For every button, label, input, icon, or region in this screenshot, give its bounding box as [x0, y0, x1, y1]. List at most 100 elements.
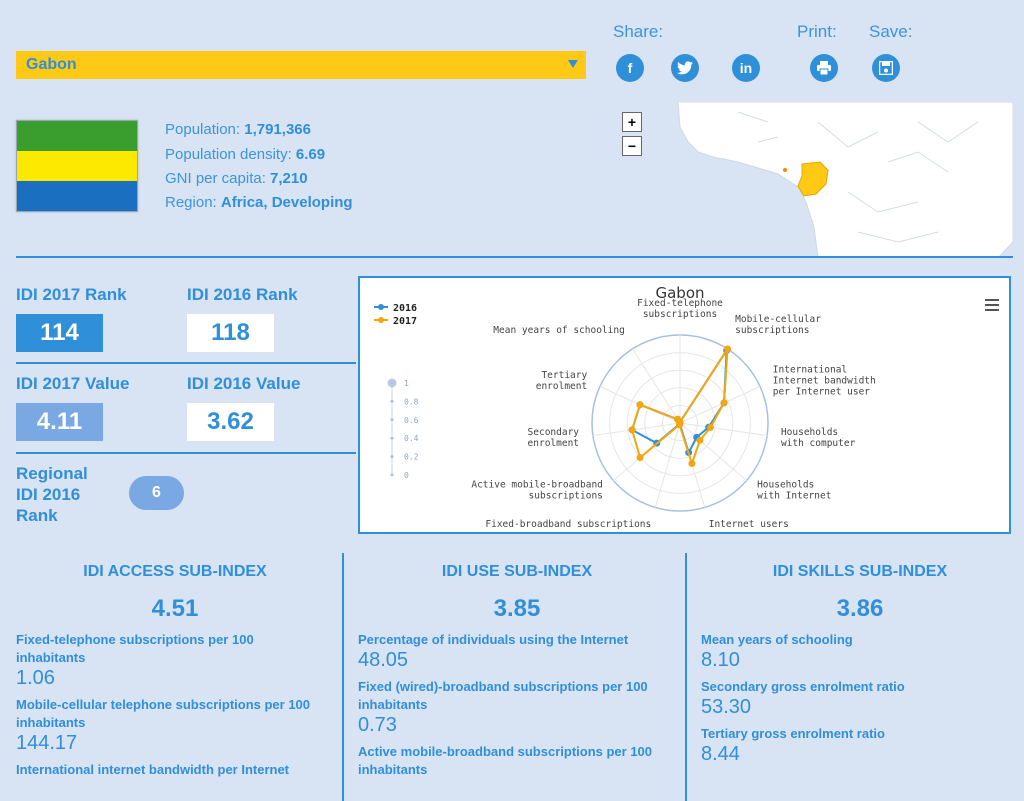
- map-zoom-in-button[interactable]: +: [622, 112, 642, 132]
- indicator-value: 8.44: [701, 743, 740, 765]
- save-icon: [879, 61, 893, 75]
- sub-index-value: 3.86: [836, 595, 884, 622]
- radar-axis-label: Internet bandwidth: [773, 376, 876, 387]
- radar-axis-label: Internet users: [709, 519, 789, 530]
- radar-axis-label: with computer: [781, 438, 856, 449]
- idi-2016-value-label: IDI 2016 Value: [187, 374, 301, 393]
- radar-axis-label: Fixed-broadband subscriptions: [485, 519, 651, 530]
- idi-2017-rank-label: IDI 2017 Rank: [16, 285, 127, 304]
- gni-stat: GNI per capita: 7,210: [165, 170, 308, 187]
- share-label: Share:: [613, 22, 664, 41]
- indicator-label: Active mobile-broadband subscriptions pe…: [358, 744, 653, 777]
- sub-index-divider-2: [685, 553, 687, 801]
- indicator-value: 48.05: [358, 649, 409, 671]
- twitter-icon: [677, 61, 693, 75]
- sub-index-divider-1: [342, 553, 344, 801]
- radial-tick-label: 1: [404, 379, 409, 388]
- radar-axis-label: Fixed-telephone: [637, 298, 723, 309]
- indicator-label: Secondary gross enrolment ratio: [701, 679, 905, 694]
- flag-stripe-blue: [17, 180, 137, 211]
- radial-tick-label: 0.4: [404, 434, 419, 443]
- population-stat: Population: 1,791,366: [165, 121, 311, 138]
- indicator-value: 144.17: [16, 732, 78, 754]
- indicator-label: Tertiary gross enrolment ratio: [701, 726, 885, 741]
- radial-scale-tick: [390, 399, 394, 403]
- radar-spoke: [679, 385, 761, 424]
- legend-marker: [378, 304, 384, 310]
- indicator-value: 0.73: [358, 714, 397, 736]
- series-2017-point: [628, 426, 636, 434]
- save-button[interactable]: [872, 54, 900, 82]
- radial-tick-label: 0.2: [404, 453, 419, 462]
- hamburger-menu-icon[interactable]: [985, 298, 999, 316]
- idi-divider-2: [16, 452, 356, 454]
- radar-axis-label: Tertiary: [541, 370, 587, 381]
- flag-stripe-green: [17, 121, 137, 151]
- idi-2016-rank-value: 118: [187, 314, 274, 352]
- section-divider: [16, 256, 1013, 258]
- legend-marker: [378, 317, 384, 323]
- save-label: Save:: [869, 22, 913, 41]
- flag-stripe-yellow: [17, 150, 137, 181]
- map-zoom-out-button[interactable]: −: [622, 136, 642, 156]
- radial-tick-label: 0.6: [404, 416, 419, 425]
- sub-index-title: IDI ACCESS SUB-INDEX: [83, 563, 267, 580]
- radial-tick-label: 0: [404, 471, 409, 480]
- access-sub-index: IDI ACCESS SUB-INDEX 4.51 Fixed-telephone …: [16, 563, 334, 779]
- radar-axis-label: enrolment: [528, 438, 579, 449]
- facebook-share-button[interactable]: f: [616, 54, 644, 82]
- idi-divider-1: [16, 362, 356, 364]
- indicator-label: Mobile-cellular telephone subscriptions …: [16, 697, 311, 730]
- series-2017-line: [631, 345, 729, 467]
- country-map[interactable]: + −: [618, 102, 1013, 258]
- series-2017-point: [676, 421, 684, 429]
- africa-map-shape: [677, 102, 1013, 258]
- regional-rank-badge: 6: [129, 476, 184, 510]
- twitter-share-button[interactable]: [671, 54, 699, 82]
- radar-axis-label: Secondary: [528, 427, 580, 438]
- radial-scale-tick: [390, 436, 394, 440]
- idi-2017-value-label: IDI 2017 Value: [16, 374, 130, 393]
- radar-spoke: [679, 422, 747, 482]
- use-sub-index: IDI USE SUB-INDEX 3.85 Percentage of indiv…: [358, 563, 676, 779]
- radar-spoke: [632, 348, 681, 424]
- indicator-label: Mean years of schooling: [701, 632, 853, 647]
- series-2017-point: [696, 436, 704, 444]
- series-2017-point: [636, 401, 644, 409]
- indicator-value: 53.30: [701, 696, 752, 718]
- series-2017-point: [724, 345, 732, 353]
- indicator-label: Fixed (wired)-broadband subscriptions pe…: [358, 679, 648, 712]
- radar-chart: Gabon Fixed-telephone subscriptions Mobile-…: [358, 276, 1011, 534]
- regional-rank-label: Regional IDI 2016 Rank: [16, 464, 88, 525]
- indicator-value: 1.06: [16, 667, 55, 689]
- radar-axis-label: International: [773, 365, 847, 376]
- radial-scale-tick: [390, 455, 394, 459]
- radar-spoke: [654, 422, 681, 508]
- radial-scale-tick: [390, 381, 394, 385]
- radar-axis-label: Mobile-cellular: [735, 314, 821, 325]
- print-button[interactable]: [810, 54, 838, 82]
- radar-axis-label: subscriptions: [735, 325, 809, 336]
- indicator-label: Percentage of individuals using the Inte…: [358, 632, 629, 647]
- linkedin-icon: in: [739, 60, 753, 76]
- radar-axis-label: subscriptions: [643, 309, 717, 320]
- country-select[interactable]: Gabon: [16, 51, 586, 79]
- region-stat: Region: Africa, Developing: [165, 194, 353, 211]
- radar-axis-label: Active mobile-broadband: [471, 479, 603, 490]
- facebook-icon: f: [627, 60, 633, 76]
- radial-scale-tick: [390, 473, 394, 477]
- indicator-label: International internet bandwidth per Int…: [16, 762, 290, 777]
- linkedin-share-button[interactable]: in: [732, 54, 760, 82]
- print-label: Print:: [797, 22, 837, 41]
- radar-spoke: [679, 422, 768, 437]
- legend-label: 2016: [393, 303, 417, 314]
- indicator-label: Fixed-telephone subscriptions per 100 inh…: [16, 632, 254, 665]
- legend-label: 2017: [393, 316, 417, 327]
- radar-axis-label: with Internet: [757, 490, 831, 501]
- sub-index-value: 4.51: [151, 595, 199, 622]
- radar-spoke: [592, 422, 681, 437]
- sub-index-title: IDI SKILLS SUB-INDEX: [772, 563, 948, 580]
- idi-2016-value: 3.62: [187, 403, 274, 441]
- series-2017-point: [688, 460, 696, 468]
- radar-axis-label: Mean years of schooling: [493, 325, 625, 336]
